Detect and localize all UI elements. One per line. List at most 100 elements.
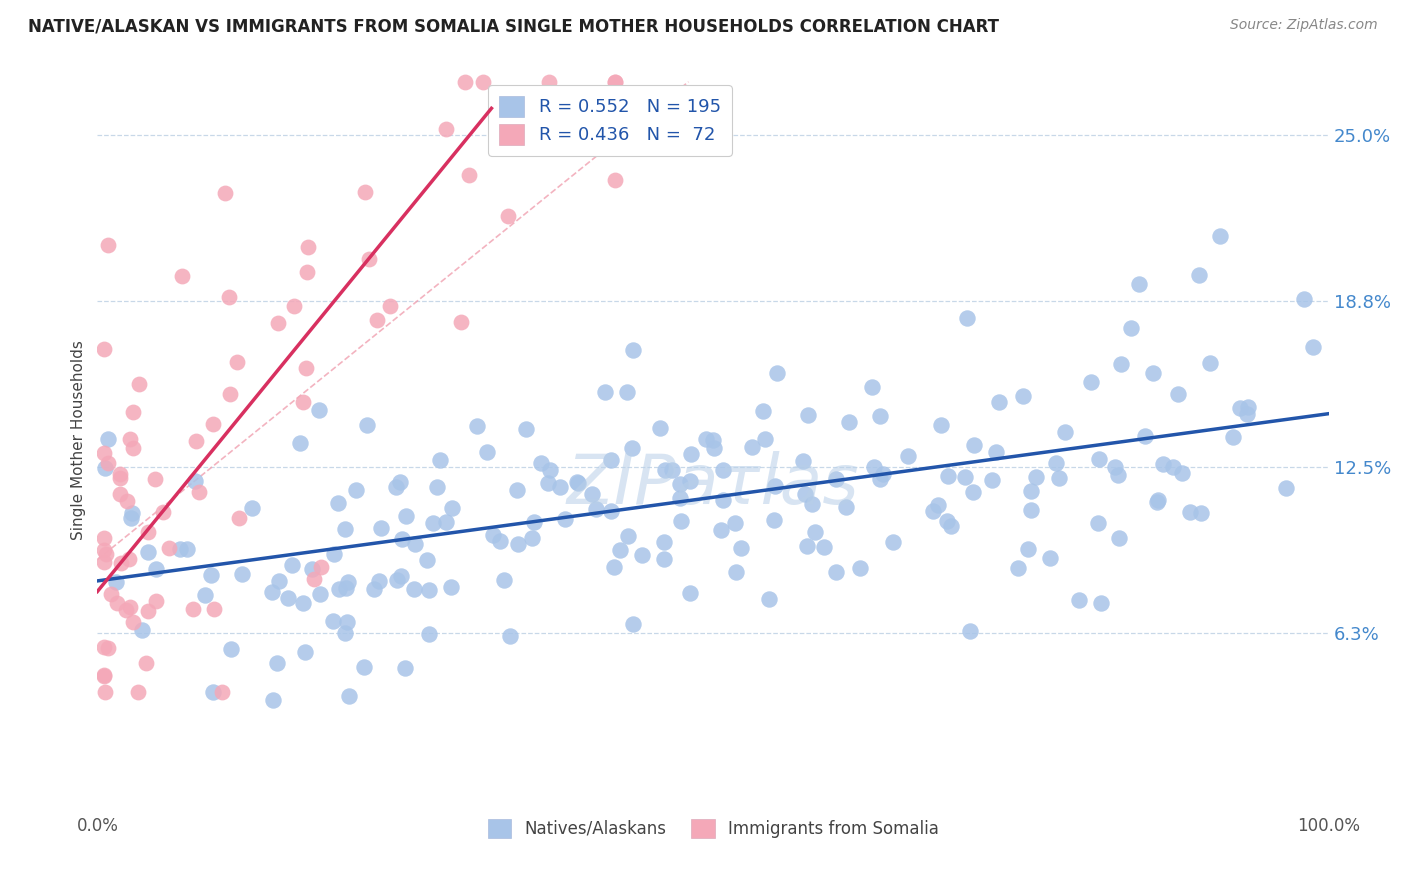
Point [135,656,157,670]
Point [93,668,115,682]
Point [1236,401,1258,415]
Point [609,542,631,557]
Point [404,537,426,551]
Point [292,596,315,610]
Point [422,516,444,531]
Point [863,460,886,475]
Point [295,265,318,279]
Point [1045,456,1067,470]
Point [416,553,439,567]
Point [813,541,835,555]
Point [366,313,388,327]
Point [603,75,626,89]
Point [725,565,748,579]
Point [115,602,138,616]
Point [288,436,311,450]
Point [1119,320,1142,334]
Point [585,502,607,516]
Point [603,560,626,574]
Text: ZIPaτlas: ZIPaτlas [567,451,859,518]
Point [669,477,692,491]
Point [385,573,408,587]
Point [1170,466,1192,480]
Point [1229,401,1251,415]
Point [1167,386,1189,401]
Point [1208,228,1230,243]
Point [202,601,225,615]
Point [454,75,477,89]
Point [385,480,408,494]
Point [93,669,115,683]
Point [122,441,145,455]
Point [1019,483,1042,498]
Point [214,186,236,201]
Point [897,449,920,463]
Point [620,441,643,455]
Point [1011,389,1033,403]
Point [565,475,588,490]
Point [157,541,180,556]
Point [440,580,463,594]
Point [471,75,494,89]
Point [936,514,959,528]
Point [679,447,702,461]
Point [441,500,464,515]
Point [1108,531,1130,545]
Point [758,592,780,607]
Point [825,472,848,486]
Point [333,523,356,537]
Point [434,516,457,530]
Point [515,422,537,436]
Point [94,460,117,475]
Point [194,588,217,602]
Text: Source: ZipAtlas.com: Source: ZipAtlas.com [1230,18,1378,32]
Point [581,487,603,501]
Point [669,514,692,528]
Point [143,472,166,486]
Point [741,440,763,454]
Point [1087,516,1109,530]
Point [710,523,733,537]
Point [333,626,356,640]
Point [353,660,375,674]
Point [108,467,131,482]
Point [603,75,626,89]
Point [927,499,949,513]
Point [661,462,683,476]
Point [510,134,533,148]
Point [169,541,191,556]
Point [1188,268,1211,283]
Point [131,624,153,638]
Point [1146,493,1168,508]
Point [752,404,775,418]
Point [378,299,401,313]
Text: NATIVE/ALASKAN VS IMMIGRANTS FROM SOMALIA SINGLE MOTHER HOUSEHOLDS CORRELATION C: NATIVE/ALASKAN VS IMMIGRANTS FROM SOMALI… [28,18,1000,36]
Point [105,596,128,610]
Point [328,496,350,510]
Point [1090,596,1112,610]
Point [322,614,344,628]
Point [336,574,359,589]
Point [723,516,745,531]
Point [294,360,316,375]
Point [1302,340,1324,354]
Point [702,433,724,447]
Point [136,604,159,618]
Point [138,524,160,539]
Point [679,474,702,488]
Point [882,534,904,549]
Point [793,487,815,501]
Point [122,615,145,630]
Point [228,511,250,525]
Point [201,685,224,699]
Point [593,384,616,399]
Point [97,433,120,447]
Point [219,387,242,401]
Point [872,467,894,481]
Point [654,463,676,477]
Point [344,483,367,497]
Point [277,591,299,605]
Point [824,566,846,580]
Point [623,617,645,632]
Point [269,574,291,589]
